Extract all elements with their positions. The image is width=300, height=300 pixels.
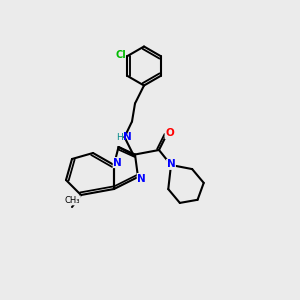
Text: N: N xyxy=(137,173,146,184)
Text: CH₃: CH₃ xyxy=(65,196,80,205)
Text: N: N xyxy=(122,132,131,142)
Text: Cl: Cl xyxy=(115,50,126,60)
Text: O: O xyxy=(165,128,174,139)
Text: N: N xyxy=(167,159,176,170)
Text: H: H xyxy=(116,133,122,142)
Text: N: N xyxy=(113,158,122,168)
